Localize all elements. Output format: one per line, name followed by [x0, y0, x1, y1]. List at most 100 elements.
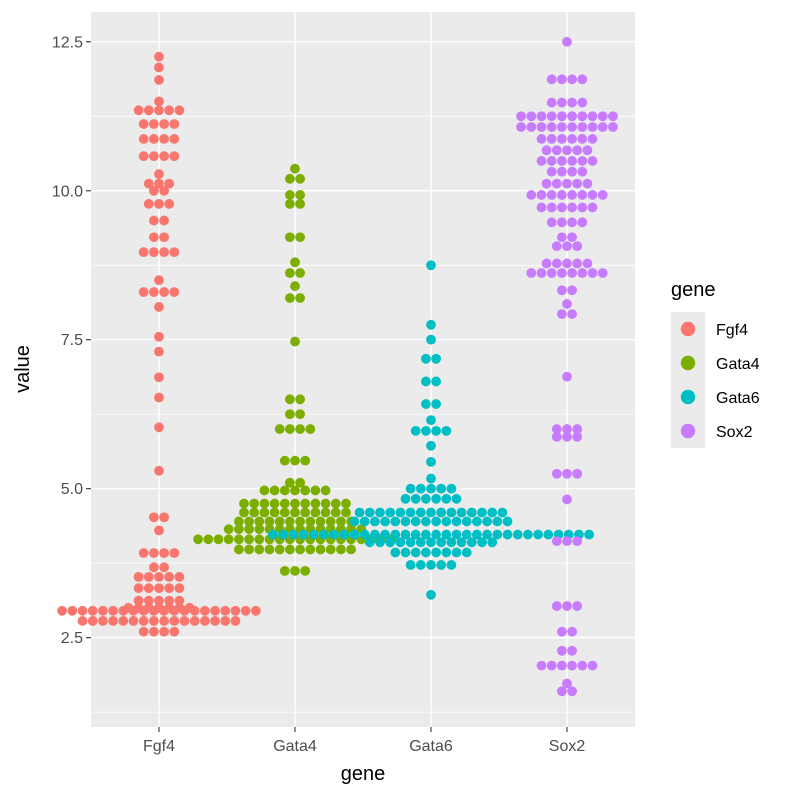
data-point-sox2 — [551, 145, 562, 156]
data-point-fgf4 — [149, 232, 159, 243]
data-point-fgf4 — [143, 595, 154, 606]
data-point-sox2 — [551, 468, 562, 479]
data-point-fgf4 — [128, 605, 139, 616]
data-point-gata4 — [274, 544, 285, 555]
data-point-sox2 — [562, 494, 572, 505]
data-point-fgf4 — [251, 605, 261, 616]
data-point-gata4 — [305, 544, 316, 555]
y-tick-label: 2.5 — [61, 630, 83, 647]
data-point-sox2 — [582, 178, 593, 189]
data-point-sox2 — [536, 111, 547, 122]
data-point-sox2 — [557, 285, 567, 296]
data-point-fgf4 — [159, 512, 170, 523]
data-point-gata6 — [359, 529, 370, 540]
data-point-gata6 — [487, 507, 498, 518]
data-point-fgf4 — [98, 616, 108, 626]
data-point-gata6 — [426, 260, 436, 271]
data-point-sox2 — [572, 145, 583, 156]
data-point-gata4 — [269, 485, 280, 496]
data-point-gata6 — [410, 529, 421, 540]
data-point-gata6 — [441, 516, 452, 527]
data-point-gata4 — [234, 516, 244, 527]
data-point-gata4 — [300, 507, 311, 518]
data-point-gata6 — [512, 529, 523, 540]
data-point-gata4 — [305, 516, 316, 527]
data-point-sox2 — [536, 190, 547, 200]
data-point-sox2 — [536, 122, 547, 132]
data-point-gata6 — [375, 537, 385, 548]
data-point-fgf4 — [179, 616, 190, 626]
data-point-gata6 — [370, 529, 380, 540]
data-point-gata6 — [426, 415, 436, 426]
data-point-fgf4 — [77, 616, 88, 626]
data-point-gata6 — [461, 516, 472, 527]
data-point-gata4 — [295, 232, 305, 243]
data-point-fgf4 — [220, 605, 231, 616]
data-point-gata4 — [325, 516, 336, 527]
data-point-fgf4 — [143, 571, 154, 582]
data-point-fgf4 — [189, 616, 200, 626]
data-point-gata6 — [415, 537, 426, 548]
data-point-sox2 — [577, 268, 588, 278]
legend-swatch-sox2 — [680, 423, 696, 439]
data-point-sox2 — [551, 178, 562, 189]
data-point-gata4 — [300, 498, 311, 509]
data-point-gata6 — [415, 483, 426, 494]
data-point-gata4 — [290, 507, 300, 518]
data-point-sox2 — [577, 122, 588, 132]
data-point-fgf4 — [77, 605, 88, 616]
data-point-gata6 — [426, 440, 436, 451]
data-point-fgf4 — [149, 119, 159, 129]
data-point-fgf4 — [154, 169, 164, 179]
data-point-gata6 — [426, 589, 436, 600]
data-point-sox2 — [526, 268, 537, 278]
data-point-sox2 — [577, 111, 588, 122]
data-point-gata6 — [436, 483, 447, 494]
data-point-gata4 — [336, 544, 346, 555]
legend-label-gata6: Gata6 — [716, 390, 760, 407]
data-point-fgf4 — [138, 151, 149, 162]
data-point-sox2 — [546, 660, 557, 671]
data-point-sox2 — [567, 268, 577, 278]
data-point-gata6 — [400, 516, 411, 527]
data-point-sox2 — [567, 190, 577, 200]
data-point-fgf4 — [159, 562, 170, 573]
data-point-fgf4 — [174, 595, 185, 606]
data-point-gata4 — [279, 455, 290, 466]
data-point-gata4 — [295, 173, 305, 184]
data-point-sox2 — [562, 241, 572, 252]
data-point-sox2 — [572, 536, 583, 546]
y-tick-label: 10.0 — [52, 183, 83, 200]
data-point-sox2 — [551, 536, 562, 546]
data-point-gata6 — [405, 560, 416, 570]
data-point-fgf4 — [149, 512, 159, 523]
data-point-sox2 — [562, 178, 572, 189]
data-point-gata6 — [359, 516, 370, 527]
data-point-gata6 — [451, 529, 462, 540]
data-point-sox2 — [557, 202, 567, 213]
data-point-gata4 — [285, 516, 295, 527]
data-point-gata4 — [254, 524, 265, 535]
data-point-gata4 — [290, 163, 300, 174]
data-point-sox2 — [557, 645, 567, 656]
data-point-fgf4 — [133, 105, 144, 116]
data-point-gata6 — [426, 483, 436, 494]
data-point-sox2 — [567, 217, 577, 228]
data-point-sox2 — [546, 74, 557, 85]
data-point-fgf4 — [138, 548, 149, 558]
data-point-gata6 — [349, 516, 360, 527]
data-point-sox2 — [562, 36, 572, 47]
data-point-gata6 — [502, 516, 513, 527]
data-point-sox2 — [577, 660, 588, 671]
legend-title: gene — [671, 279, 716, 301]
data-point-sox2 — [567, 156, 577, 166]
data-point-gata6 — [441, 425, 452, 436]
data-point-sox2 — [567, 111, 577, 122]
data-point-fgf4 — [149, 215, 159, 226]
data-point-gata4 — [320, 498, 331, 509]
data-point-sox2 — [557, 217, 567, 228]
data-point-gata4 — [244, 516, 255, 527]
data-point-gata4 — [295, 198, 305, 209]
data-point-sox2 — [597, 122, 608, 132]
data-point-fgf4 — [164, 178, 175, 189]
